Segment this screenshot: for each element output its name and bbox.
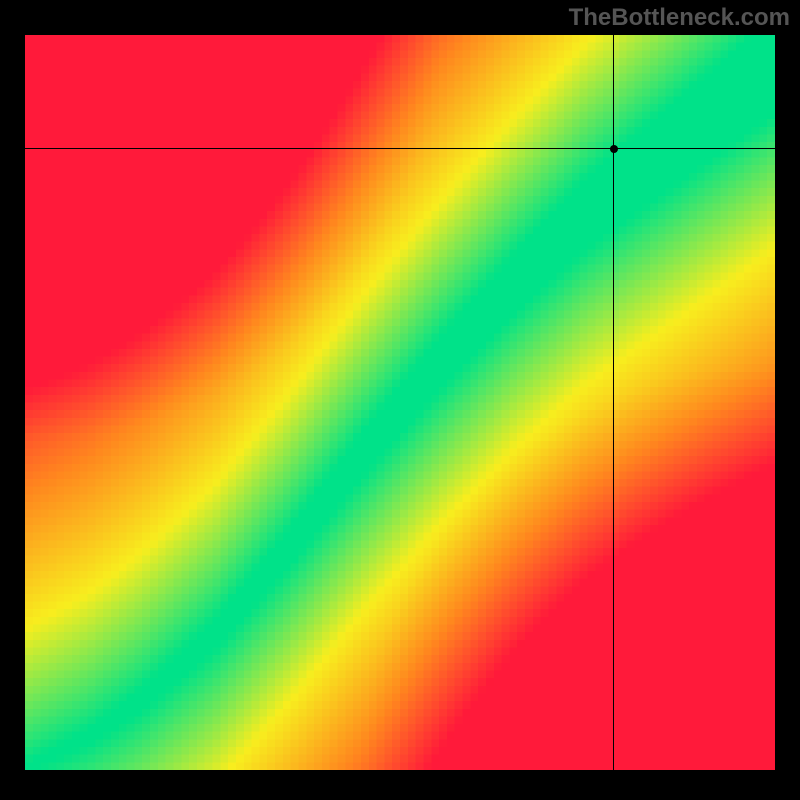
watermark-text: TheBottleneck.com [569,4,790,32]
crosshair-horizontal [25,148,775,149]
plot-frame [25,35,775,770]
crosshair-dot [610,145,618,153]
